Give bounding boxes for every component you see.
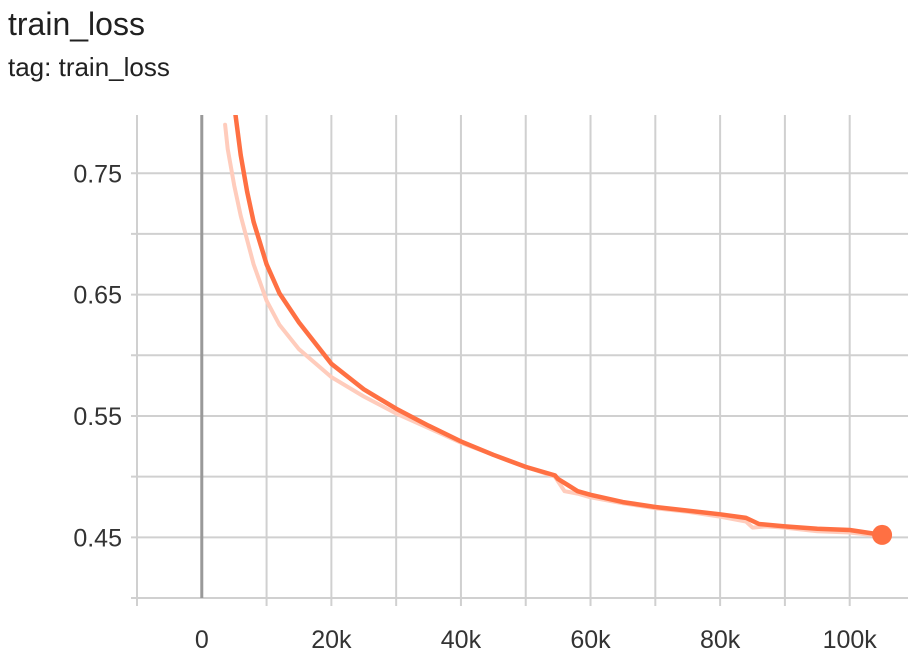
tick-labels: 0 20k 40k 60k 80k 100k 0.75 0.65 0.55 0.45 — [73, 160, 877, 654]
x-tick-label: 80k — [700, 626, 741, 654]
last-point-marker — [872, 524, 893, 545]
y-tick-label: 0.55 — [73, 403, 122, 431]
y-tick-label: 0.65 — [73, 282, 122, 310]
smoothed-series-line — [233, 115, 885, 538]
x-tick-label: 60k — [570, 626, 611, 654]
x-tick-label: 0 — [195, 626, 209, 654]
chart-subtitle: tag: train_loss — [8, 52, 170, 82]
y-tick-label: 0.75 — [73, 160, 122, 188]
grid — [131, 115, 908, 606]
chart-title: train_loss — [8, 6, 145, 42]
x-tick-label: 20k — [311, 626, 352, 654]
x-tick-label: 40k — [441, 626, 482, 654]
y-tick-label: 0.45 — [73, 524, 122, 552]
series — [223, 115, 885, 539]
x-tick-label: 100k — [823, 626, 878, 654]
